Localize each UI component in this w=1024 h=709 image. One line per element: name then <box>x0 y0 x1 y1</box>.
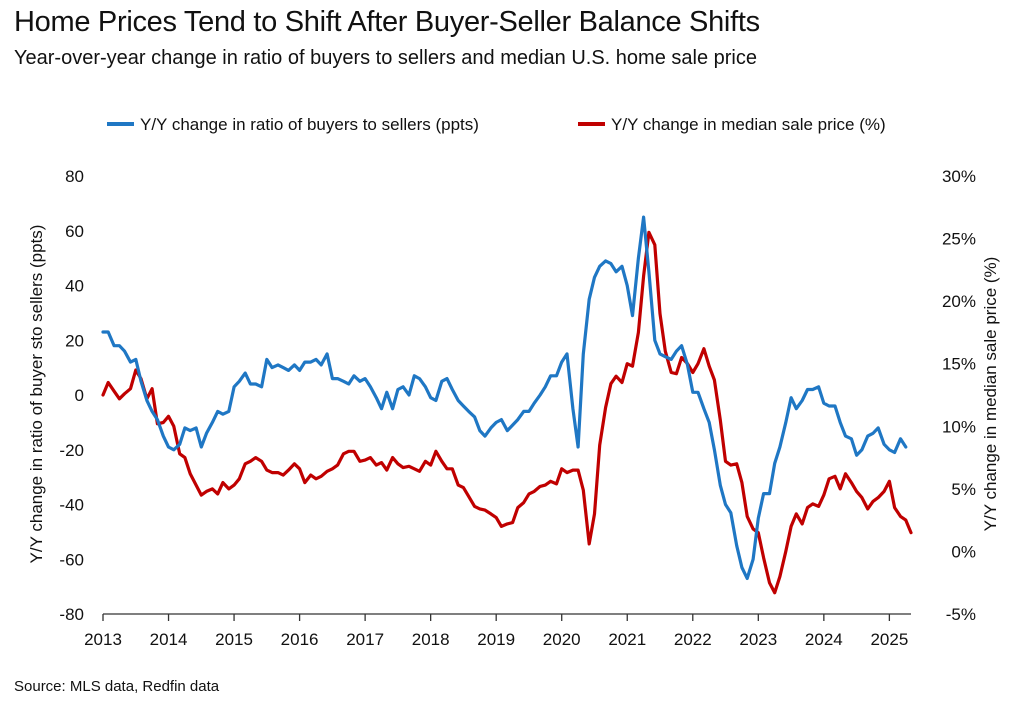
left-axis-title: Y/Y change in ratio of buyer sto sellers… <box>27 225 46 564</box>
x-tick-label: 2022 <box>674 630 712 649</box>
x-tick-label: 2020 <box>543 630 581 649</box>
left-tick-label: -60 <box>59 550 84 569</box>
series-line-buyers-sellers <box>101 215 908 580</box>
right-tick-label: -5% <box>946 605 976 624</box>
right-tick-label: 5% <box>951 480 976 499</box>
left-tick-label: 40 <box>65 277 84 296</box>
left-tick-label: 20 <box>65 331 84 350</box>
x-tick-label: 2015 <box>215 630 253 649</box>
left-y-axis: 80 60 40 20 0 -20 -40 -60 -80 <box>59 167 84 624</box>
x-axis: 2013 2014 2015 2016 2017 2018 2019 2020 2021 2022… <box>84 613 911 649</box>
left-tick-label: -80 <box>59 605 84 624</box>
legend-label-buyers-sellers: Y/Y change in ratio of buyers to sellers… <box>140 115 479 134</box>
left-tick-label: -20 <box>59 441 84 460</box>
x-tick-label: 2021 <box>608 630 646 649</box>
x-tick-label: 2018 <box>412 630 450 649</box>
right-tick-label: 10% <box>942 417 976 436</box>
legend: Y/Y change in ratio of buyers to sellers… <box>107 115 886 134</box>
x-tick-label: 2025 <box>870 630 908 649</box>
legend-label-sale-price: Y/Y change in median sale price (%) <box>611 115 886 134</box>
right-tick-label: 0% <box>951 542 976 561</box>
x-tick-label: 2016 <box>281 630 319 649</box>
right-axis-title: Y/Y change in median sale price (%) <box>981 257 1000 532</box>
x-tick-label: 2017 <box>346 630 384 649</box>
x-tick-label: 2023 <box>739 630 777 649</box>
x-tick-label: 2014 <box>150 630 188 649</box>
series-line-sale-price <box>101 230 913 595</box>
right-tick-label: 30% <box>942 167 976 186</box>
right-tick-label: 20% <box>942 292 976 311</box>
x-tick-label: 2013 <box>84 630 122 649</box>
source-note: Source: MLS data, Redfin data <box>14 678 220 695</box>
left-tick-label: 80 <box>65 167 84 186</box>
chart-title: Home Prices Tend to Shift After Buyer-Se… <box>14 6 760 38</box>
x-tick-label: 2024 <box>805 630 843 649</box>
left-tick-label: 60 <box>65 222 84 241</box>
right-tick-label: 25% <box>942 230 976 249</box>
right-y-axis: 30% 25% 20% 15% 10% 5% 0% -5% <box>942 167 976 624</box>
left-tick-label: 0 <box>75 386 84 405</box>
left-tick-label: -40 <box>59 496 84 515</box>
right-tick-label: 15% <box>942 355 976 374</box>
chart-subtitle: Year-over-year change in ratio of buyers… <box>14 47 757 69</box>
x-tick-label: 2019 <box>477 630 515 649</box>
